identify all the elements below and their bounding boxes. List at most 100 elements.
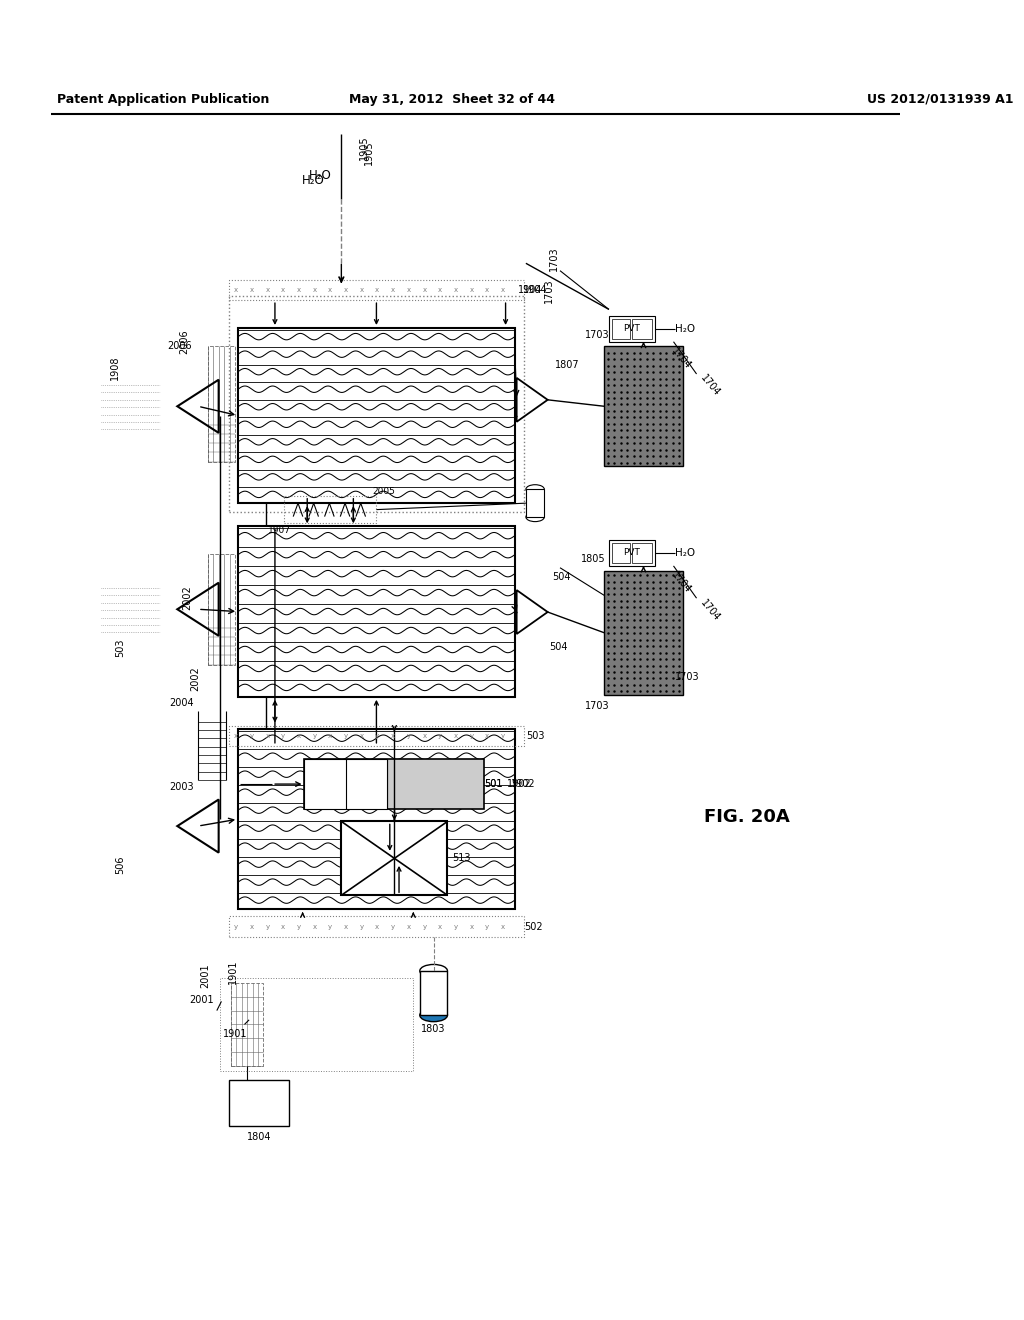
Text: 2004: 2004 bbox=[169, 698, 195, 709]
Bar bbox=[609, 315, 655, 342]
Text: 1904: 1904 bbox=[523, 285, 548, 296]
Text: 1704: 1704 bbox=[698, 598, 722, 623]
Text: y: y bbox=[501, 733, 505, 739]
Text: x: x bbox=[359, 286, 364, 293]
Text: x: x bbox=[344, 286, 348, 293]
Text: x: x bbox=[422, 733, 426, 739]
Text: 1908: 1908 bbox=[111, 355, 121, 380]
Text: 1703: 1703 bbox=[544, 279, 554, 304]
Text: y: y bbox=[265, 924, 269, 929]
Text: x: x bbox=[407, 286, 411, 293]
Text: 1905: 1905 bbox=[365, 140, 374, 165]
Text: x: x bbox=[312, 286, 316, 293]
Text: 2002: 2002 bbox=[182, 585, 193, 610]
Text: 1704: 1704 bbox=[698, 374, 722, 399]
Bar bbox=[341, 821, 447, 895]
Text: 2003: 2003 bbox=[169, 783, 195, 792]
Bar bbox=[228, 916, 524, 937]
Text: 1807: 1807 bbox=[555, 360, 580, 370]
Bar bbox=[219, 978, 414, 1071]
Text: x: x bbox=[359, 733, 364, 739]
Text: 513: 513 bbox=[452, 853, 471, 863]
Text: y: y bbox=[407, 733, 411, 739]
Text: x: x bbox=[297, 733, 301, 739]
Ellipse shape bbox=[420, 1008, 447, 1022]
Text: y: y bbox=[485, 924, 489, 929]
Text: x: x bbox=[265, 286, 269, 293]
Text: May 31, 2012  Sheet 32 of 44: May 31, 2012 Sheet 32 of 44 bbox=[349, 92, 555, 106]
Text: 1804: 1804 bbox=[247, 1133, 271, 1142]
Text: 504: 504 bbox=[549, 642, 567, 652]
Text: y: y bbox=[375, 733, 380, 739]
Text: 506: 506 bbox=[115, 855, 125, 874]
Bar bbox=[632, 318, 652, 339]
Text: x: x bbox=[485, 286, 489, 293]
Text: x: x bbox=[485, 733, 489, 739]
Text: x: x bbox=[501, 924, 505, 929]
Bar bbox=[228, 1080, 289, 1126]
Text: x: x bbox=[312, 924, 316, 929]
Text: x: x bbox=[469, 286, 473, 293]
Text: y: y bbox=[438, 733, 442, 739]
Text: x: x bbox=[375, 924, 380, 929]
Text: 503: 503 bbox=[526, 731, 545, 741]
Text: 1703: 1703 bbox=[585, 330, 609, 341]
Bar bbox=[420, 972, 447, 1015]
Text: 1803: 1803 bbox=[421, 1024, 445, 1034]
Bar bbox=[304, 759, 387, 809]
Text: 1902: 1902 bbox=[507, 779, 531, 789]
Text: 1904: 1904 bbox=[518, 285, 543, 296]
Bar bbox=[526, 490, 545, 517]
Bar bbox=[228, 280, 524, 300]
Text: H₂O: H₂O bbox=[302, 174, 325, 186]
Text: x: x bbox=[250, 924, 254, 929]
Bar bbox=[285, 496, 377, 524]
Text: y: y bbox=[359, 924, 364, 929]
Text: 1905: 1905 bbox=[359, 136, 370, 160]
Text: y: y bbox=[329, 924, 333, 929]
Text: 501: 501 bbox=[484, 779, 503, 789]
Text: 1703: 1703 bbox=[585, 701, 609, 711]
Bar bbox=[611, 543, 630, 564]
Text: 2006: 2006 bbox=[179, 330, 189, 354]
Text: x: x bbox=[250, 286, 254, 293]
Text: 1907: 1907 bbox=[268, 527, 291, 536]
Text: 1703: 1703 bbox=[549, 247, 558, 271]
Bar bbox=[304, 759, 484, 809]
Text: 2005: 2005 bbox=[373, 487, 395, 496]
Text: x: x bbox=[438, 286, 442, 293]
Text: x: x bbox=[344, 924, 348, 929]
Text: x: x bbox=[501, 286, 505, 293]
Text: 1703: 1703 bbox=[675, 672, 699, 681]
Bar bbox=[632, 543, 652, 564]
Bar bbox=[611, 318, 630, 339]
Text: 504: 504 bbox=[552, 572, 570, 582]
Text: PVT: PVT bbox=[624, 325, 640, 333]
Text: x: x bbox=[375, 286, 380, 293]
Text: x: x bbox=[438, 924, 442, 929]
Text: y: y bbox=[297, 924, 301, 929]
Text: 1901: 1901 bbox=[227, 960, 238, 985]
Text: y: y bbox=[422, 924, 426, 929]
Bar bbox=[228, 296, 524, 512]
Text: 501: 501 bbox=[484, 779, 503, 789]
Text: FIG. 20A: FIG. 20A bbox=[705, 808, 791, 826]
Bar bbox=[238, 729, 515, 909]
Text: x: x bbox=[329, 733, 333, 739]
Bar bbox=[228, 726, 524, 746]
Bar bbox=[230, 983, 263, 1067]
Text: 1805: 1805 bbox=[581, 554, 605, 565]
Text: y: y bbox=[250, 733, 254, 739]
Bar bbox=[208, 346, 236, 462]
Text: x: x bbox=[282, 286, 286, 293]
Text: 1704: 1704 bbox=[669, 346, 692, 371]
Text: x: x bbox=[407, 924, 411, 929]
Text: x: x bbox=[297, 286, 301, 293]
Text: 2002: 2002 bbox=[190, 667, 201, 690]
Bar bbox=[609, 540, 655, 566]
Text: x: x bbox=[282, 924, 286, 929]
Text: H₂O: H₂O bbox=[676, 548, 695, 558]
Text: US 2012/0131939 A1: US 2012/0131939 A1 bbox=[867, 92, 1014, 106]
Bar bbox=[238, 527, 515, 697]
Text: Patent Application Publication: Patent Application Publication bbox=[57, 92, 269, 106]
